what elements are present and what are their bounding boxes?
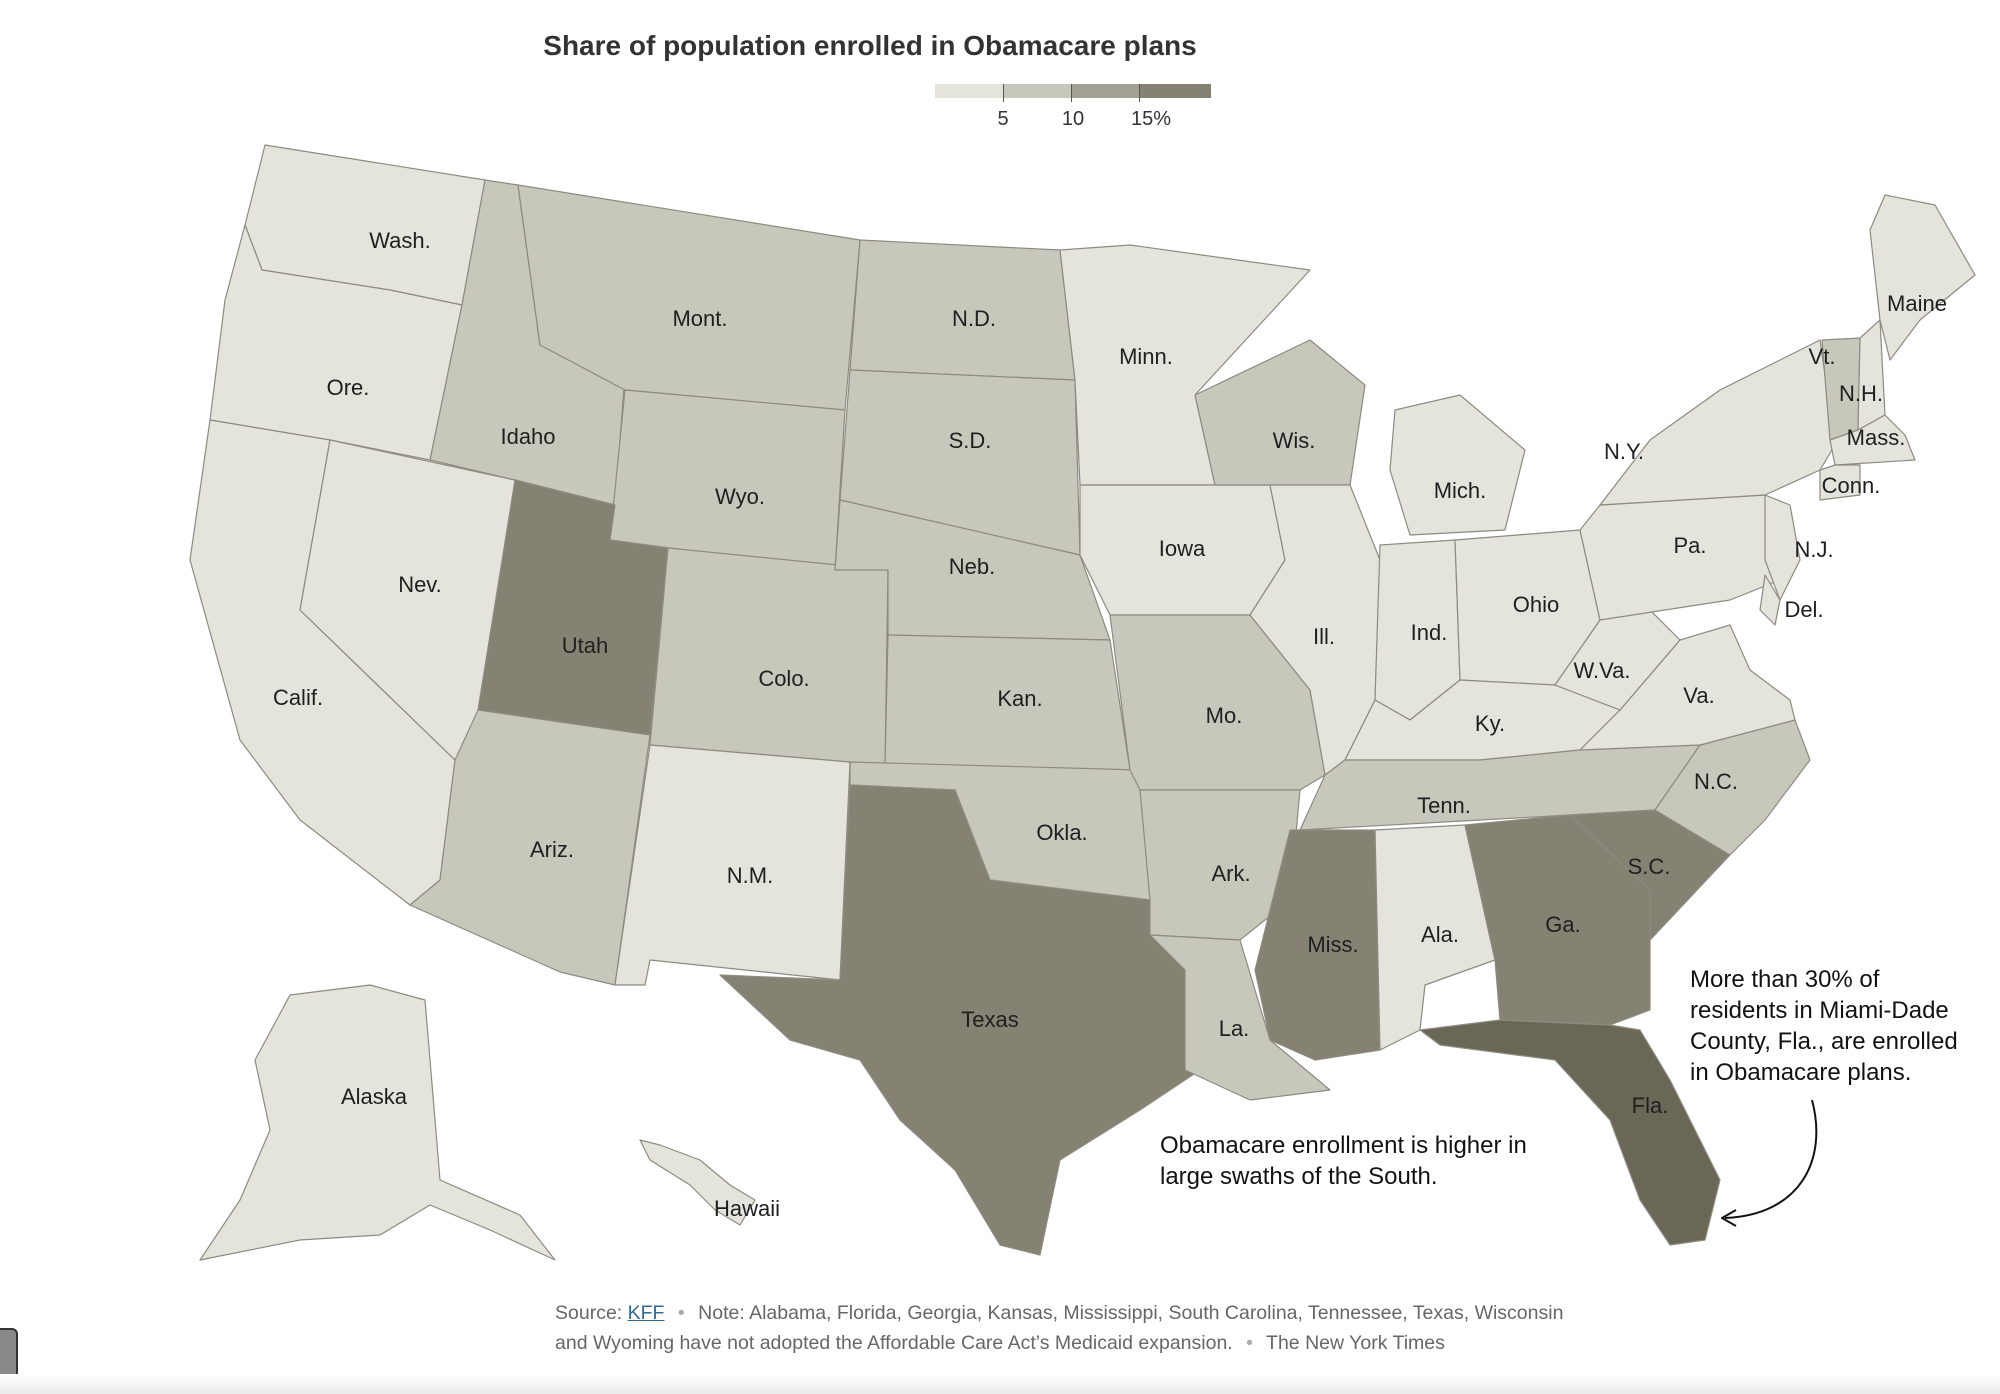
annotation-south: Obamacare enrollment is higher in large …: [1160, 1132, 1527, 1190]
label-mass: Mass.: [1847, 425, 1906, 450]
label-wis: Wis.: [1273, 428, 1316, 453]
label-nh: N.H.: [1839, 381, 1883, 406]
legend-label-10: 10: [1061, 108, 1085, 130]
annotation-arrow: [1724, 1099, 1818, 1219]
state-colo: [649, 547, 889, 766]
footer-credit: The New York Times: [1266, 1332, 1445, 1354]
legend-tick-15: [1139, 84, 1140, 102]
color-legend: 5 10 15%: [935, 84, 1211, 134]
label-ky: Ky.: [1475, 711, 1505, 736]
label-texas: Texas: [961, 1007, 1018, 1032]
annotation-miami: More than 30% of residents in Miami-Dade…: [1690, 966, 1958, 1086]
legend-tick-10: [1071, 84, 1072, 102]
map-title: Share of population enrolled in Obamacar…: [543, 30, 1197, 61]
label-mo: Mo.: [1206, 703, 1243, 728]
label-sd: S.D.: [949, 428, 992, 453]
label-utah: Utah: [562, 633, 608, 658]
legend-label-5: 5: [997, 108, 1009, 130]
label-mich: Mich.: [1434, 478, 1487, 503]
us-map: Wash. Ore. Calif. Nev. Idaho Mont. Wyo. …: [189, 144, 1976, 1261]
separator-dot: •: [677, 1302, 685, 1324]
label-hawaii: Hawaii: [714, 1196, 780, 1221]
label-wash: Wash.: [369, 228, 431, 253]
label-kan: Kan.: [997, 686, 1042, 711]
label-ga: Ga.: [1545, 912, 1580, 937]
state-alaska: [199, 984, 556, 1261]
label-ala: Ala.: [1421, 922, 1459, 947]
label-mont: Mont.: [672, 306, 727, 331]
label-sc: S.C.: [1628, 854, 1671, 879]
label-idaho: Idaho: [500, 424, 555, 449]
legend-bin-2: [1003, 84, 1071, 98]
label-va: Va.: [1683, 683, 1714, 708]
state-hawaii: [639, 1139, 756, 1226]
label-wva: W.Va.: [1573, 658, 1630, 683]
label-neb: Neb.: [949, 554, 995, 579]
label-calif: Calif.: [273, 685, 323, 710]
label-nm: N.M.: [727, 863, 773, 888]
state-ny: [1599, 339, 1836, 506]
label-okla: Okla.: [1036, 820, 1087, 845]
label-nc: N.C.: [1694, 769, 1738, 794]
separator-dot-2: •: [1246, 1332, 1253, 1354]
state-nc: [1569, 719, 1811, 856]
label-maine: Maine: [1887, 291, 1947, 316]
label-nd: N.D.: [952, 306, 996, 331]
label-iowa: Iowa: [1159, 536, 1206, 561]
label-fla: Fla.: [1632, 1093, 1669, 1118]
legend-tick-5: [1003, 84, 1004, 102]
label-ind: Ind.: [1411, 620, 1448, 645]
label-nev: Nev.: [398, 572, 442, 597]
label-la: La.: [1219, 1016, 1250, 1041]
state-wyo: [609, 389, 846, 571]
state-mich: [1389, 394, 1526, 536]
state-nh: [1857, 319, 1886, 431]
state-del: [1759, 574, 1781, 626]
label-ny: N.Y.: [1604, 439, 1644, 464]
label-del: Del.: [1784, 597, 1823, 622]
label-miss: Miss.: [1307, 932, 1358, 957]
label-ark: Ark.: [1211, 861, 1250, 886]
label-nj: N.J.: [1794, 537, 1833, 562]
source-link[interactable]: KFF: [627, 1302, 665, 1324]
state-maine: [1869, 194, 1976, 361]
state-la: [1149, 934, 1331, 1101]
state-ariz: [409, 709, 651, 986]
label-conn: Conn.: [1822, 473, 1881, 498]
footer-note: Note: Alabama, Florida, Georgia, Kansas,…: [555, 1302, 1564, 1354]
state-conn: [1819, 464, 1861, 501]
label-wyo: Wyo.: [715, 484, 765, 509]
label-vt: Vt.: [1809, 344, 1836, 369]
label-alaska: Alaska: [341, 1084, 408, 1109]
state-nj: [1764, 494, 1801, 601]
source-prefix: Source:: [555, 1302, 623, 1324]
legend-bin-1: [935, 84, 1003, 98]
state-fla: [1419, 1019, 1721, 1246]
state-wva: [1554, 599, 1681, 711]
legend-bin-3: [1071, 84, 1139, 98]
label-colo: Colo.: [758, 666, 809, 691]
legend-label-15: 15%: [1130, 108, 1172, 130]
label-ariz: Ariz.: [530, 837, 574, 862]
annotation-arrowhead: [1721, 1209, 1737, 1227]
label-ohio: Ohio: [1513, 592, 1559, 617]
label-tenn: Tenn.: [1417, 793, 1471, 818]
legend-bin-4: [1139, 84, 1211, 98]
bottom-edge: [0, 1374, 2000, 1394]
state-texas: [719, 784, 1201, 1256]
footer: Source: KFF • Note: Alabama, Florida, Ge…: [555, 1298, 1565, 1358]
label-ore: Ore.: [327, 375, 370, 400]
label-minn: Minn.: [1119, 344, 1173, 369]
label-ill: Ill.: [1313, 624, 1335, 649]
label-pa: Pa.: [1673, 533, 1706, 558]
